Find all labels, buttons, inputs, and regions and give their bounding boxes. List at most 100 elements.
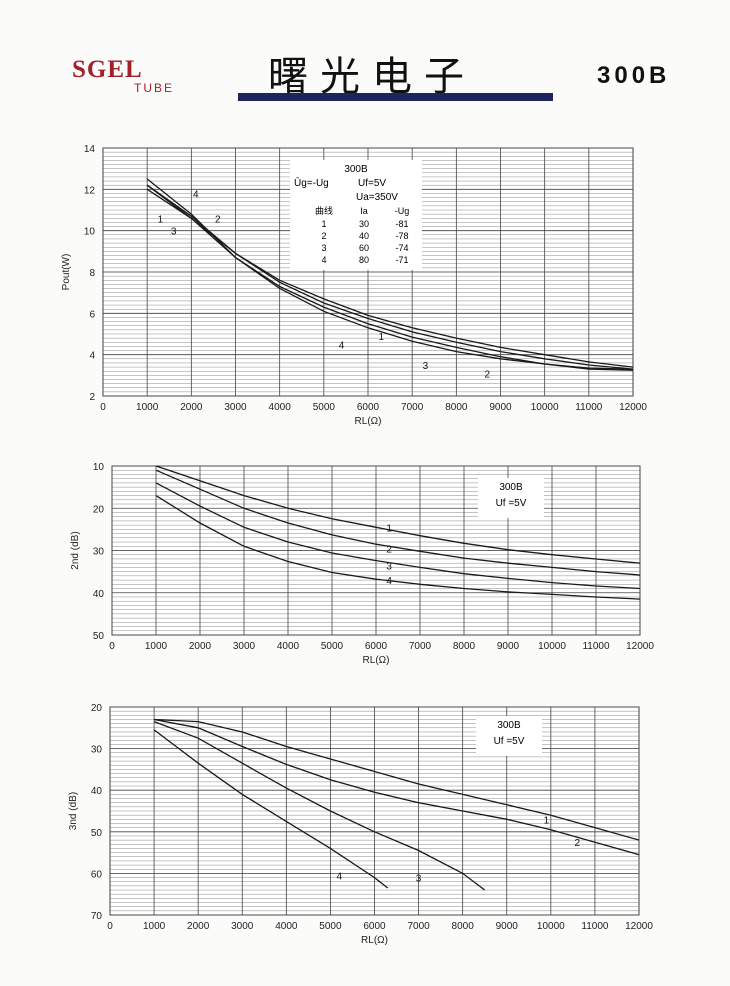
series-label-2: 2: [386, 544, 392, 555]
series-line-3: [153, 720, 486, 891]
y-tick-label: 10: [93, 462, 105, 473]
legend-background: [476, 716, 542, 756]
legend-title: 300B: [497, 720, 521, 731]
x-tick-label: 4000: [275, 921, 298, 932]
legend-cell: 3: [321, 243, 326, 253]
series-label-1: 1: [158, 214, 164, 225]
y-tick-label: 14: [84, 144, 96, 155]
series-label-2: 2: [484, 369, 490, 380]
x-tick-label: 5000: [313, 402, 336, 413]
output-power-chart: 0 1000 2000 3000 4000 5000 6000 7000 8000 9000 100…: [61, 144, 647, 427]
y-tick-label: 6: [89, 309, 95, 320]
third-harmonic-chart: 0 1000 2000 3000 4000 5000 6000 7000 8000 9000 100…: [68, 703, 653, 946]
legend-cell: 40: [359, 231, 369, 241]
y-tick-label: 4: [89, 351, 95, 362]
x-tick-label: 3000: [224, 402, 247, 413]
x-tick-label: 0: [107, 921, 113, 932]
x-tick-label: 4000: [277, 641, 300, 652]
x-tick-label: 9000: [497, 641, 520, 652]
y-axis-label: 2nd (dB): [70, 531, 81, 569]
y-tick-label: 8: [89, 268, 95, 279]
legend-box: 300B Uf =5V: [476, 716, 542, 756]
y-tick-label: 12: [84, 185, 96, 196]
sgel-tube-logo: SGEL TUBE: [72, 56, 175, 95]
x-tick-label: 0: [109, 641, 115, 652]
x-tick-label: 2000: [189, 641, 212, 652]
x-tick-label: 6000: [363, 921, 386, 932]
y-axis-label: 3nd (dB): [68, 792, 79, 830]
major-grid: [111, 465, 641, 636]
series-label-3: 3: [423, 361, 429, 372]
x-tick-label: 9000: [489, 402, 512, 413]
x-tick-label: 0: [100, 402, 106, 413]
series-label-4: 4: [336, 871, 342, 882]
x-tick-label: 7000: [409, 641, 432, 652]
x-tick-label: 5000: [321, 641, 344, 652]
x-axis-label: RL(Ω): [361, 935, 388, 946]
legend-cell: -74: [395, 243, 408, 253]
x-tick-label: 3000: [231, 921, 254, 932]
x-tick-label: 11000: [582, 641, 610, 652]
legend-background: [290, 160, 422, 270]
legend-cell: 2: [321, 231, 326, 241]
logo-sub-text: TUBE: [134, 81, 175, 95]
series-label-3: 3: [416, 874, 422, 885]
x-tick-label: 12000: [626, 641, 654, 652]
x-tick-label: 6000: [357, 402, 380, 413]
y-tick-label: 30: [91, 745, 103, 756]
x-tick-label: 11000: [575, 402, 603, 413]
x-tick-label: 1000: [145, 641, 168, 652]
x-tick-label: 12000: [619, 402, 647, 413]
series-line-2: [153, 718, 640, 856]
series-line-1: [155, 465, 641, 564]
legend-cell: -78: [395, 231, 408, 241]
second-harmonic-chart: 0 1000 2000 3000 4000 5000 6000 7000 8000 9000 100…: [70, 462, 654, 666]
x-tick-label: 8000: [445, 402, 468, 413]
series-line-4: [153, 729, 389, 889]
series-label-3: 3: [171, 227, 177, 238]
legend-box: 300B Uf =5V: [478, 478, 544, 518]
x-tick-label: 7000: [401, 402, 424, 413]
y-tick-label: 40: [93, 589, 105, 600]
x-tick-label: 6000: [365, 641, 388, 652]
legend-grid-bias: Ūg=-Ug: [294, 177, 329, 189]
y-tick-label: 70: [91, 911, 103, 922]
series-line-4: [155, 495, 641, 600]
series-line-4: [146, 178, 634, 370]
y-tick-label: 10: [84, 227, 96, 238]
legend-cell: 60: [359, 243, 369, 253]
x-tick-label: 8000: [452, 921, 475, 932]
logo-main-text: SGEL: [72, 56, 143, 83]
series-label-1: 1: [544, 815, 550, 826]
header-rule: [238, 93, 553, 101]
legend-filament-voltage: Uf=5V: [358, 178, 386, 189]
x-tick-label: 10000: [538, 641, 566, 652]
y-tick-label: 30: [93, 547, 105, 558]
x-tick-label: 4000: [269, 402, 292, 413]
y-axis-label: Pout(W): [61, 254, 72, 291]
legend-cell: 4: [321, 255, 326, 265]
x-tick-label: 1000: [136, 402, 159, 413]
legend-cell: 1: [321, 219, 326, 229]
x-tick-label: 3000: [233, 641, 256, 652]
x-tick-label: 8000: [453, 641, 476, 652]
x-tick-label: 2000: [180, 402, 203, 413]
y-tick-label: 40: [91, 786, 103, 797]
x-tick-label: 2000: [187, 921, 210, 932]
legend-title: 300B: [499, 482, 523, 493]
series-label-1: 1: [378, 332, 384, 343]
y-tick-label: 2: [89, 392, 95, 403]
series-label-1: 1: [386, 523, 392, 534]
series-label-4: 4: [339, 340, 345, 351]
x-tick-label: 7000: [407, 921, 430, 932]
legend-cell: -81: [395, 219, 408, 229]
x-tick-label: 10000: [537, 921, 565, 932]
y-tick-label: 60: [91, 869, 103, 880]
legend-column-header: 曲线: [315, 205, 333, 216]
x-tick-label: 11000: [581, 921, 609, 932]
legend-anode-voltage: Ua=350V: [356, 192, 398, 203]
series-label-3: 3: [386, 561, 392, 572]
legend-cell: -71: [395, 255, 408, 265]
x-tick-label: 10000: [531, 402, 559, 413]
legend-box: 300B Ūg=-Ug Uf=5V Ua=350V 曲线 Ia -Ug 1 30 -81 2 40 -7…: [290, 160, 422, 270]
